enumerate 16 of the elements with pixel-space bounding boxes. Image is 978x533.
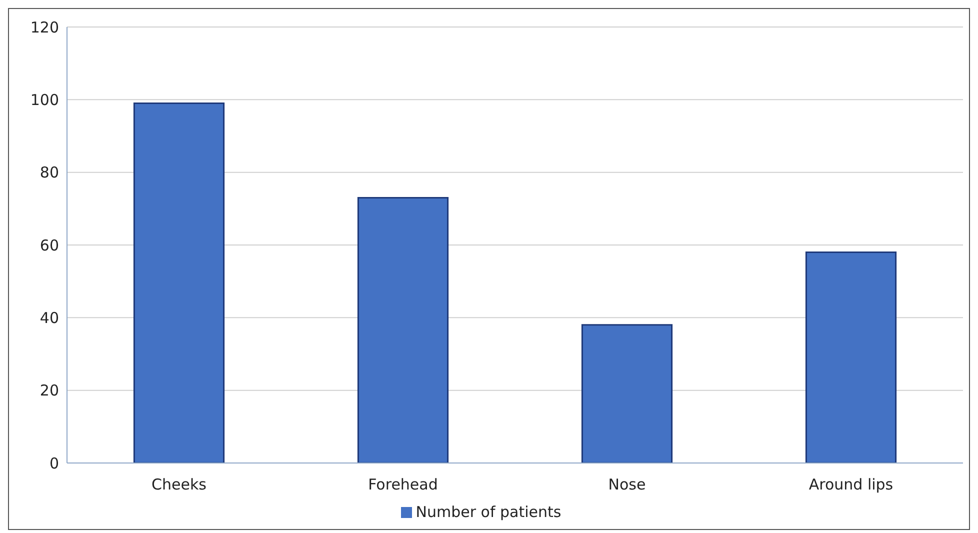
y-tick-label: 20	[40, 382, 59, 400]
y-tick-label: 60	[40, 236, 59, 254]
bar	[581, 324, 673, 463]
x-tick-label: Cheeks	[152, 476, 207, 494]
bar	[357, 197, 449, 463]
x-tick-label: Forehead	[368, 476, 438, 494]
legend-label: Number of patients	[416, 503, 562, 521]
y-tick-label: 40	[40, 308, 59, 327]
bar	[133, 102, 225, 463]
y-tick-label: 80	[40, 164, 59, 182]
y-tick-label: 100	[30, 90, 59, 109]
y-tick-label: 120	[30, 18, 59, 36]
bar	[805, 252, 897, 463]
y-tick-label: 0	[49, 454, 59, 472]
x-tick-label: Around lips	[808, 476, 894, 494]
x-tick-label: Nose	[608, 476, 646, 494]
